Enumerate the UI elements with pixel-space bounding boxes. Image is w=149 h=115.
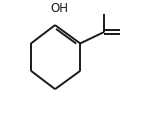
Text: OH: OH xyxy=(51,2,69,15)
